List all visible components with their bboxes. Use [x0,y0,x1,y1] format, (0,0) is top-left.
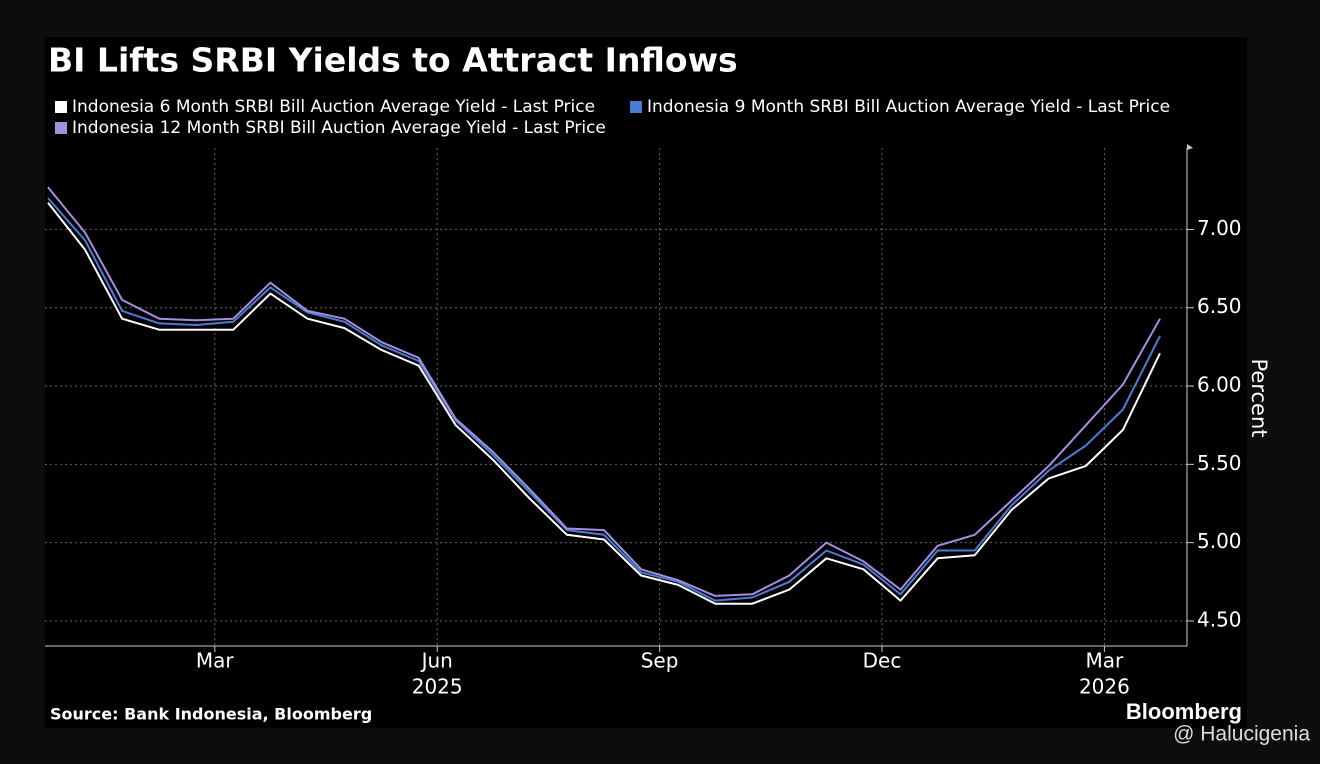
y-tick-label: 4.50 [1197,607,1242,631]
x-tick-label: Mar [1086,649,1125,673]
brand: Bloomberg [1126,699,1242,724]
x-tick-label: Mar [196,649,235,673]
y-axis-arrow [1187,144,1193,150]
x-year-label: 2025 [412,675,463,699]
legend-swatch [630,101,642,113]
y-tick-label: 6.50 [1197,294,1242,318]
watermark: @ Halucigenia [1173,723,1310,746]
series-line [47,202,1161,605]
chart-title: BI Lifts SRBI Yields to Attract Inflows [48,41,738,80]
legend-swatch [55,122,67,134]
chart-background [45,37,1247,728]
legend-label: Indonesia 12 Month SRBI Bill Auction Ave… [72,118,606,138]
legend-swatch [55,101,67,113]
x-year-label: 2026 [1079,675,1130,699]
x-tick-label: Dec [863,649,902,673]
series-line [47,197,1161,602]
y-tick-label: 7.00 [1197,216,1242,240]
y-tick-label: 5.00 [1197,529,1242,553]
y-tick-label: 5.50 [1197,451,1242,475]
legend-label: Indonesia 6 Month SRBI Bill Auction Aver… [72,97,595,117]
x-tick-label: Jun [420,649,453,673]
x-tick-label: Sep [641,649,679,673]
y-axis-label: Percent [1247,358,1271,437]
source: Source: Bank Indonesia, Bloomberg [50,705,372,724]
legend-label: Indonesia 9 Month SRBI Bill Auction Aver… [647,97,1170,117]
y-tick-label: 6.00 [1197,373,1242,397]
series-line [47,186,1161,597]
